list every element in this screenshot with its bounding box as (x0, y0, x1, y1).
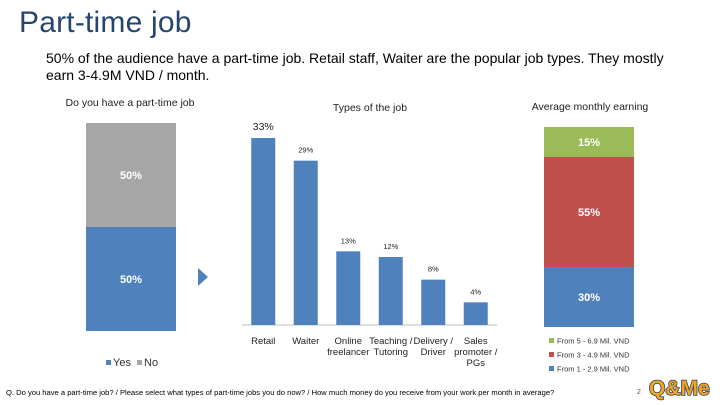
bar (336, 251, 361, 325)
category-label: Tutoring (374, 347, 409, 358)
legend-label-no: No (144, 357, 158, 369)
legend-label: From 5 - 6.9 Mil. VND (557, 337, 630, 346)
category-label: Retail (251, 336, 275, 347)
qandme-logo: Q&Me (648, 376, 710, 401)
page-title: Part-time job (19, 6, 192, 39)
chart2-title: Types of the job (332, 102, 408, 114)
category-label: freelancer (327, 347, 369, 358)
stack-segment-3 (544, 127, 634, 157)
stack-segment-1 (544, 267, 634, 327)
chart3-title: Average monthly earning (531, 101, 649, 113)
data-label: 4% (470, 287, 481, 296)
legend-label: From 1 - 2.9 Mil. VND (557, 365, 630, 374)
legend-swatch (549, 366, 554, 371)
legend-swatch (549, 338, 554, 343)
chart1-title: Do you have a part-time job (65, 97, 195, 109)
legend-label-yes: Yes (113, 357, 131, 369)
svg-text:Q&Me: Q&Me (649, 377, 710, 400)
legend-label: From 3 - 4.9 Mil. VND (557, 351, 630, 360)
segment-label-3: 15% (578, 137, 600, 149)
legend-swatch-no (137, 360, 142, 365)
data-label: 33% (253, 121, 274, 133)
segment-label-yes: 50% (120, 274, 142, 286)
category-label: Delivery / (413, 336, 453, 347)
category-label: Driver (421, 347, 446, 358)
category-label: Online (335, 336, 362, 347)
category-label: promoter / (454, 347, 498, 358)
data-label: 29% (298, 146, 313, 155)
bar (251, 138, 276, 325)
page-subtitle: 50% of the audience have a part-time job… (46, 50, 664, 83)
segment-label-1: 30% (578, 292, 600, 304)
arrow-icon (198, 268, 208, 286)
footer-question: Q. Do you have a part-time job? / Please… (6, 388, 555, 397)
segment-label-2: 55% (578, 207, 600, 219)
category-label: Sales (464, 336, 488, 347)
category-label: PGs (467, 358, 486, 369)
data-label: 8% (428, 265, 439, 274)
data-label: 12% (383, 242, 398, 251)
data-label: 13% (341, 236, 356, 245)
stack-segment-yes (86, 227, 176, 331)
bar (293, 160, 318, 325)
bar (378, 257, 403, 325)
bar (463, 302, 488, 325)
stack-segment-no (86, 123, 176, 227)
legend-swatch (549, 352, 554, 357)
page-number: 2 (637, 389, 641, 396)
segment-label-no: 50% (120, 170, 142, 182)
legend-swatch-yes (106, 360, 111, 365)
bar (421, 279, 446, 325)
stack-segment-2 (544, 157, 634, 267)
category-label: Teaching / (369, 336, 413, 347)
category-label: Waiter (292, 336, 319, 347)
